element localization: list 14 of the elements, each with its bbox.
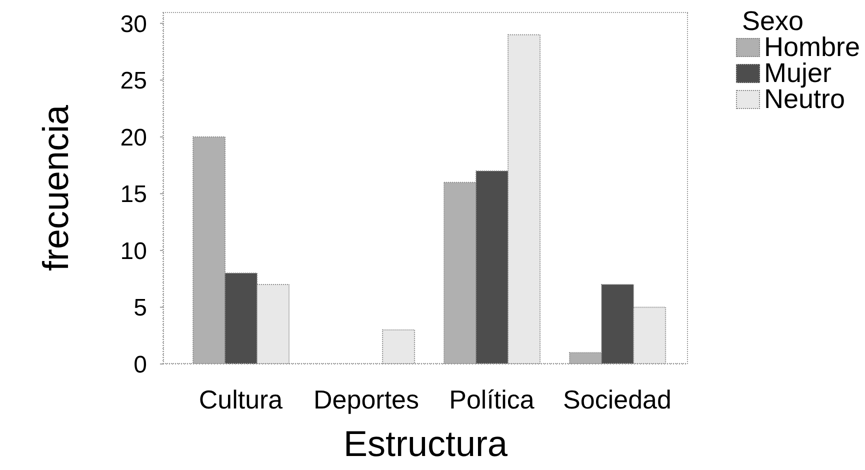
- y-axis-title: frecuencia: [34, 104, 76, 272]
- x-tick-label: Sociedad: [563, 384, 672, 414]
- x-tick-label: Política: [449, 384, 535, 414]
- x-axis-title: Estructura: [343, 423, 509, 464]
- y-tick-label: 0: [134, 352, 147, 379]
- y-tick-label: 15: [120, 181, 147, 208]
- y-tick-label: 25: [120, 68, 147, 95]
- x-tick-label: Cultura: [198, 384, 284, 414]
- y-tick-label: 10: [120, 238, 147, 265]
- x-tick-label: Deportes: [314, 384, 419, 414]
- bar: [382, 329, 416, 364]
- y-tick-label: 5: [134, 294, 147, 322]
- y-tick-label: 30: [120, 10, 147, 38]
- y-tick-label: 20: [120, 124, 147, 152]
